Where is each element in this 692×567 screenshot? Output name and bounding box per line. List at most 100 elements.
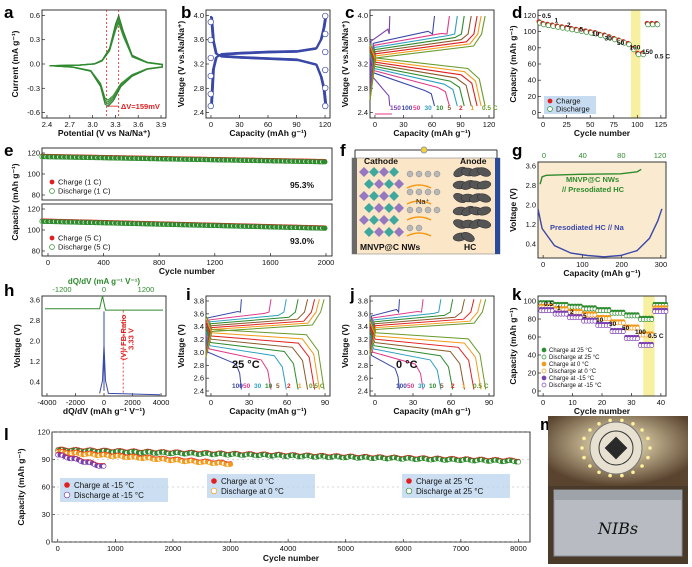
b-curve (210, 15, 327, 106)
c-xtick-label: 60 (428, 120, 436, 129)
m-led-light (608, 473, 612, 478)
i-xtick-label: 30 (245, 398, 253, 407)
c-xtick-label: 90 (456, 120, 464, 129)
j-ytick-label: 3.0 (358, 348, 368, 357)
b-curve (210, 15, 326, 107)
k-ytick-label: 0 (532, 387, 536, 396)
k-ytick-label: 40 (528, 351, 536, 360)
l-xtick-label: 8000 (510, 544, 527, 553)
j-ytick-label: 3.6 (358, 309, 368, 318)
b-xtick-label: 60 (264, 120, 272, 129)
f-transport-arrow (406, 216, 432, 221)
m-seal-inner-ring (598, 430, 634, 466)
b-xtick-label: 120 (319, 120, 332, 129)
m-led-light (582, 436, 586, 441)
b-marker (207, 102, 214, 110)
panel-label-b: b (181, 3, 191, 22)
k-discharge-point (606, 316, 612, 321)
k-legend-item: Charge at 0 °C (549, 362, 589, 368)
b-ytick-label: 4.0 (194, 11, 204, 20)
e-bottom-legend-discharge: Discharge (5 C) (58, 243, 111, 252)
i-rate-label: 0.5 C (309, 383, 325, 390)
c-discharge-curve (369, 47, 478, 107)
l-xtick-label: 0 (56, 544, 60, 553)
d-legend-charge-marker (547, 98, 553, 104)
i-xtick-label: 0 (209, 398, 213, 407)
g-full-cell-label-2: // Presodiated HC (562, 185, 625, 194)
b-xtick-label: 30 (235, 120, 243, 129)
h-top-xlabel: dQ/dV (mA g⁻¹ V⁻¹) (68, 277, 140, 286)
l-legend-discharge-marker (405, 487, 413, 495)
m-led-light (648, 446, 652, 450)
f-crystal-unit (369, 215, 379, 225)
m-led-light (646, 455, 650, 460)
h-ytick-label: 1.2 (30, 357, 40, 366)
d-xtick-label: 75 (610, 120, 618, 129)
b-curve (210, 16, 327, 107)
l-xtick-label: 4000 (280, 544, 297, 553)
m-led-light (646, 436, 650, 441)
l-legend-discharge-marker (210, 487, 218, 495)
k-rate-label: 50 (622, 325, 630, 332)
k-discharge-point (592, 318, 598, 324)
f-na-ion (406, 188, 414, 196)
a-ytick-label: 0.3 (30, 35, 40, 44)
i-charge-curve (205, 299, 320, 357)
b-marker (207, 18, 214, 26)
f-cathode-collector (352, 158, 357, 254)
c-discharge-curve (369, 59, 391, 107)
m-led-light (588, 464, 592, 468)
i-rate-label: 50 (243, 383, 251, 390)
b-marker (207, 90, 214, 98)
j-discharge-curve (369, 318, 487, 390)
g-top-xtick-label: 0 (542, 151, 546, 160)
i-rate-label: 5 (276, 383, 280, 390)
i-ytick-label: 3.0 (194, 348, 204, 357)
f-cathode-label: Cathode (364, 156, 398, 166)
k-rate-label: 0.5 C (648, 333, 664, 340)
f-crystal-unit (374, 227, 384, 237)
j-rate-label: 30 (418, 383, 426, 390)
k-rate-label: 5 (583, 313, 587, 320)
b-ytick-label: 3.6 (194, 35, 204, 44)
a-cv-curve (49, 13, 163, 107)
f-hard-carbon-flake (476, 180, 492, 190)
f-crystal-unit (394, 227, 404, 237)
c-ytick-label: 4.0 (358, 11, 368, 20)
m-pouch-cell (553, 489, 683, 557)
h-xtick-label: -2000 (66, 398, 85, 407)
a-ytick-label: 0.0 (30, 60, 40, 69)
i-ytick-label: 2.6 (194, 374, 204, 383)
j-ytick-label: 3.8 (358, 297, 368, 306)
a-xlabel: Potential (V vs Na/Na⁺) (58, 128, 151, 138)
c-xtick-label: 120 (483, 120, 496, 129)
d-ytick-label: 100 (523, 27, 536, 36)
c-rate-label: 150 (390, 105, 401, 112)
e-bottom-legend-charge: Charge (5 C) (58, 234, 102, 243)
f-crystal-unit (369, 191, 379, 201)
k-rate-label: 100 (635, 329, 646, 336)
c-xtick-label: 30 (399, 120, 407, 129)
j-rate-label: 100 (396, 383, 407, 390)
k-legend-item: Discharge at 0 °C (549, 369, 597, 375)
panel-label-h: h (4, 281, 14, 300)
f-crystal-unit (359, 191, 369, 201)
g-background (538, 162, 666, 258)
g-half-cell-curve (537, 208, 663, 258)
a-cv-curve (49, 21, 163, 101)
k-ylabel: Capacity (mAh g⁻¹) (508, 307, 518, 384)
h-voltage-label: 3.33 V (127, 328, 136, 350)
j-xtick-label: 30 (409, 398, 417, 407)
d-ylabel: Capacity (mAh g⁻¹) (508, 25, 518, 102)
c-rate-label: 30 (425, 105, 433, 112)
f-transport-arrow (406, 200, 432, 205)
c-rate-label: 2 (459, 105, 463, 112)
e-ytick-label: 120 (27, 149, 40, 158)
b-xtick-label: 90 (292, 120, 300, 129)
j-rate-label: 1 (462, 383, 466, 390)
m-led-light (631, 470, 635, 475)
k-discharge-point (649, 343, 655, 348)
g-xtick-label: 0 (541, 260, 545, 269)
k-rate-label: 30 (609, 321, 617, 328)
i-charge-curve (205, 299, 325, 358)
